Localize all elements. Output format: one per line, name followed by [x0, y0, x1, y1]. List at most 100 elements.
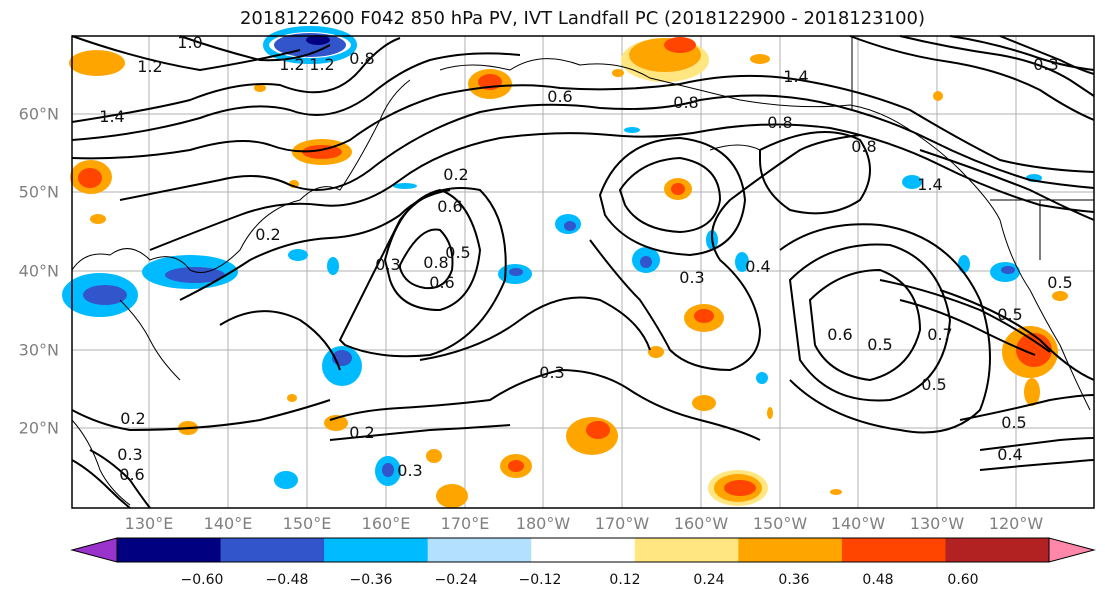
colorbar-tick-label: 0.12	[609, 572, 641, 588]
contour-label: 1.4	[917, 175, 942, 194]
colorbar-tick-label: 0.36	[778, 572, 810, 588]
shade-neg	[288, 249, 308, 261]
lon-label: 150°W	[752, 514, 808, 533]
contour-label: 1.4	[99, 107, 124, 126]
shade-pos	[426, 449, 442, 463]
colorbar-tick-label: −0.36	[349, 572, 393, 588]
contour-label: 0.5	[1047, 273, 1072, 292]
contour-label: 1.4	[783, 67, 808, 86]
contour-label: 1.2	[279, 55, 304, 74]
shade-pos	[664, 37, 696, 53]
colorbar-tick-label: −0.60	[180, 572, 224, 588]
pv-shading	[62, 26, 1068, 508]
contour-label: 0.6	[827, 325, 852, 344]
shade-neg	[735, 252, 749, 272]
lon-label: 180°W	[515, 514, 571, 533]
contour-label: 0.4	[997, 445, 1022, 464]
shade-pos	[90, 214, 106, 224]
colorbar-segment	[945, 538, 1050, 562]
contour-label: 0.5	[867, 335, 892, 354]
map-frame	[71, 35, 1095, 509]
shade-neg	[1001, 266, 1015, 274]
contour-label: 0.8	[767, 113, 792, 132]
colorbar-segment	[324, 538, 429, 562]
colorbar-segment	[427, 538, 532, 562]
shade-pos	[436, 484, 468, 508]
contour-label: 0.3	[117, 445, 142, 464]
contour-label: 1.0	[177, 33, 202, 52]
contour-label: 0.8	[673, 93, 698, 112]
contour-label: 0.8	[349, 49, 374, 68]
contour-label: 0.2	[255, 225, 280, 244]
shade-pos	[78, 168, 102, 188]
colorbar-segment	[531, 538, 636, 562]
shade-pos	[508, 460, 524, 472]
lat-label: 50°N	[18, 182, 59, 202]
contour-label: 0.2	[443, 165, 468, 184]
shade-neg	[624, 127, 640, 133]
shade-neg	[274, 471, 298, 489]
shade-neg	[306, 35, 330, 45]
colorbar-segment	[841, 538, 946, 562]
colorbar-frame	[116, 537, 1050, 563]
lon-label: 160°W	[673, 514, 729, 533]
shade-pos	[69, 50, 125, 76]
colorbar-segment	[738, 538, 843, 562]
lon-label: 170°W	[594, 514, 650, 533]
contour-label: 1.2	[137, 57, 162, 76]
colorbar-segment	[220, 538, 325, 562]
map-title: 2018122600 F042 850 hPa PV, IVT Landfall…	[239, 8, 926, 29]
shade-neg	[564, 221, 576, 231]
shade-pos	[1024, 378, 1040, 406]
contour-label: 0.6	[429, 273, 454, 292]
shade-neg	[902, 175, 922, 189]
coastlines	[71, 36, 1094, 506]
contour-label: 0.6	[547, 87, 572, 106]
lat-label: 60°N	[18, 104, 59, 124]
graticule	[72, 36, 1094, 508]
shade-pos	[671, 183, 685, 195]
shade-neg	[756, 372, 768, 384]
lon-label: 170°E	[440, 514, 490, 533]
lat-label: 20°N	[18, 418, 59, 438]
shade-neg	[509, 268, 523, 276]
contour-label: 0.2	[349, 423, 374, 442]
shade-pos	[648, 346, 664, 358]
shade-pos	[254, 84, 266, 92]
lon-label: 140°E	[203, 514, 253, 533]
contour-label: 0.5	[1001, 413, 1026, 432]
colorbar-tick-label: 0.48	[862, 572, 894, 588]
shade-neg	[382, 463, 394, 477]
lon-label: 120°W	[988, 514, 1044, 533]
colorbar	[70, 537, 1096, 563]
shade-neg	[958, 255, 970, 273]
contour-label: 0.7	[927, 325, 952, 344]
contour-label: 0.6	[437, 197, 462, 216]
colorbar-tick-label: −0.12	[518, 572, 562, 588]
shade-pos	[612, 69, 624, 77]
shade-pos	[750, 54, 770, 64]
contour-label: 1.2	[309, 55, 334, 74]
contour-label: 0.3	[539, 363, 564, 382]
colorbar-tick-label: 0.24	[693, 572, 725, 588]
contour-label: 0.3	[1033, 55, 1058, 74]
shade-pos	[724, 480, 756, 496]
shade-neg	[393, 183, 417, 189]
shade-pos	[692, 395, 716, 411]
shade-neg	[640, 256, 652, 268]
colorbar-tick-label: −0.24	[434, 572, 478, 588]
lon-label: 130°E	[124, 514, 174, 533]
contour-label: 0.5	[921, 375, 946, 394]
contour-label: 0.3	[679, 268, 704, 287]
contour-label: 0.4	[745, 257, 770, 276]
shade-neg	[263, 26, 357, 64]
contour-labels: 1.01.21.40.81.21.21.40.80.60.81.40.80.20…	[99, 33, 1072, 484]
shade-pos	[1016, 333, 1052, 367]
shade-pos	[302, 145, 342, 159]
contour-label: 0.8	[423, 253, 448, 272]
lat-label: 30°N	[18, 340, 59, 360]
contour-label: 0.3	[375, 255, 400, 274]
contour-label: 0.3	[397, 461, 422, 480]
shade-pos	[287, 394, 297, 402]
